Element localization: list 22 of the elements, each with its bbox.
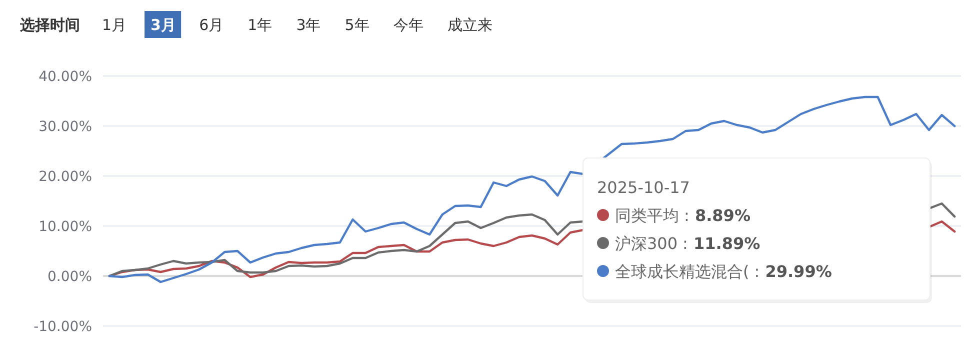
legend-label: 全球成长精选混合( <box>615 262 750 281</box>
y-tick-label: 20.00% <box>38 169 92 185</box>
legend-label: 沪深300 <box>615 234 678 253</box>
annotation: : 8.89% <box>684 206 750 225</box>
y-tick-label: -10.00% <box>34 319 92 335</box>
text: 成立来 <box>447 16 492 34</box>
legend-title: 2025-10-17 <box>597 178 690 197</box>
text: 1月 <box>102 16 127 34</box>
text: 5年 <box>344 16 370 34</box>
y-tick-label: 0.00% <box>48 269 92 285</box>
text: 3月 <box>150 16 176 34</box>
y-tick-label: 10.00% <box>38 219 92 235</box>
legend-label: 同类平均 <box>615 206 679 225</box>
text: 3年 <box>296 16 321 34</box>
annotation: : 11.89% <box>682 234 760 253</box>
text: 选择时间 <box>19 16 80 34</box>
y-tick-label: 30.00% <box>38 119 92 135</box>
annotation: : 29.99% <box>754 262 832 281</box>
text: 6月 <box>199 16 224 34</box>
y-tick-label: 40.00% <box>38 69 92 85</box>
text: 今年 <box>393 16 424 34</box>
text: 1年 <box>248 16 272 34</box>
